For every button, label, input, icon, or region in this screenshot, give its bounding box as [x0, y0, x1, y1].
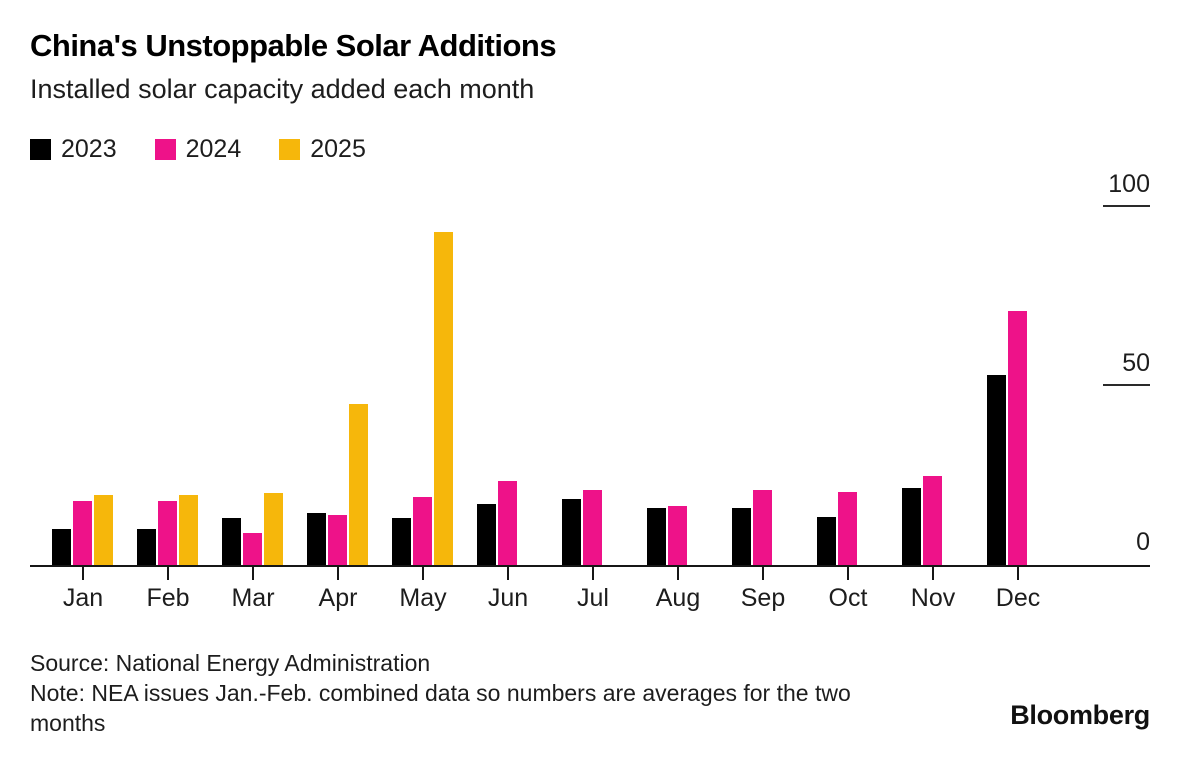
- legend-label: 2023: [61, 135, 117, 163]
- legend-item-2023: 2023: [30, 135, 117, 164]
- bar-2024-Dec: [1008, 310, 1027, 565]
- x-tick-Mar: [252, 567, 254, 580]
- source-text: Source: National Energy Administration: [30, 650, 431, 676]
- y-tick-50: [1103, 384, 1150, 386]
- bar-2025-Mar: [264, 493, 283, 565]
- x-label-Apr: Apr: [318, 584, 358, 612]
- x-tick-Jul: [592, 567, 594, 580]
- x-tick-Apr: [337, 567, 339, 580]
- bar-2025-Feb: [179, 495, 198, 565]
- bar-2024-Apr: [328, 514, 347, 565]
- legend-swatch-icon: [30, 139, 51, 160]
- bar-2024-Jul: [583, 489, 602, 565]
- x-tick-May: [422, 567, 424, 580]
- y-label-0: 0: [1136, 528, 1150, 556]
- x-label-May: May: [399, 584, 447, 612]
- bar-2023-Jul: [562, 498, 581, 565]
- bar-2024-Feb: [158, 500, 177, 565]
- bar-2023-Feb: [137, 529, 156, 565]
- legend-swatch-icon: [279, 139, 301, 160]
- legend-swatch-icon: [154, 139, 176, 160]
- y-tick-100: [1103, 205, 1150, 207]
- x-label-Aug: Aug: [655, 584, 701, 612]
- x-tick-Sep: [762, 567, 764, 580]
- bar-2023-May: [392, 518, 411, 565]
- bar-2025-Apr: [349, 403, 368, 565]
- legend-item-2025: 2025: [279, 135, 366, 164]
- bar-2024-Mar: [243, 532, 262, 565]
- x-label-Mar: Mar: [231, 584, 275, 612]
- legend: 2023 2024 2025: [30, 135, 366, 164]
- bar-2025-May: [434, 232, 453, 565]
- bar-2023-Dec: [987, 375, 1006, 565]
- x-tick-Aug: [677, 567, 679, 580]
- bar-2024-Aug: [668, 505, 687, 565]
- page-title: China's Unstoppable Solar Additions: [30, 28, 557, 63]
- legend-label: 2024: [185, 135, 242, 163]
- bar-2024-Sep: [753, 489, 772, 565]
- x-label-Jan: Jan: [62, 584, 104, 612]
- x-label-Feb: Feb: [146, 584, 190, 612]
- x-axis-line: [30, 565, 1150, 567]
- bloomberg-logo: Bloomberg: [1010, 700, 1150, 730]
- bar-2023-Sep: [732, 507, 751, 565]
- x-tick-Jun: [507, 567, 509, 580]
- y-label-50: 50: [1122, 349, 1150, 377]
- legend-label: 2025: [310, 135, 366, 163]
- x-tick-Oct: [847, 567, 849, 580]
- bar-2025-Jan: [94, 495, 113, 565]
- page-subtitle: Installed solar capacity added each mont…: [30, 74, 535, 104]
- bar-2023-Mar: [222, 518, 241, 565]
- y-label-100: 100: [1108, 170, 1150, 198]
- bar-2023-Nov: [902, 488, 921, 565]
- bar-2023-Jan: [52, 529, 71, 565]
- x-label-Dec: Dec: [995, 584, 1041, 612]
- x-label-Oct: Oct: [828, 584, 868, 612]
- x-tick-Feb: [167, 567, 169, 580]
- legend-item-2024: 2024: [154, 135, 242, 164]
- x-tick-Nov: [932, 567, 934, 580]
- bar-2023-Oct: [817, 516, 836, 565]
- bar-2023-Aug: [647, 507, 666, 565]
- bar-2024-Nov: [923, 475, 942, 565]
- note-text: Note: NEA issues Jan.-Feb. combined data…: [30, 680, 851, 736]
- bar-2024-May: [413, 496, 432, 565]
- bar-2024-Oct: [838, 491, 857, 565]
- x-tick-Dec: [1017, 567, 1019, 580]
- x-label-Nov: Nov: [910, 584, 956, 612]
- bar-2023-Apr: [307, 513, 326, 565]
- x-label-Sep: Sep: [740, 584, 786, 612]
- bar-2024-Jan: [73, 500, 92, 565]
- x-tick-Jan: [82, 567, 84, 580]
- x-label-Jul: Jul: [577, 584, 609, 612]
- bar-2024-Jun: [498, 480, 517, 565]
- x-label-Jun: Jun: [487, 584, 529, 612]
- plot-area: Jan Feb Mar Apr May Jun Jul Aug Sep Oct Nov Dec 0 50 1…: [30, 170, 1150, 612]
- bar-2023-Jun: [477, 504, 496, 565]
